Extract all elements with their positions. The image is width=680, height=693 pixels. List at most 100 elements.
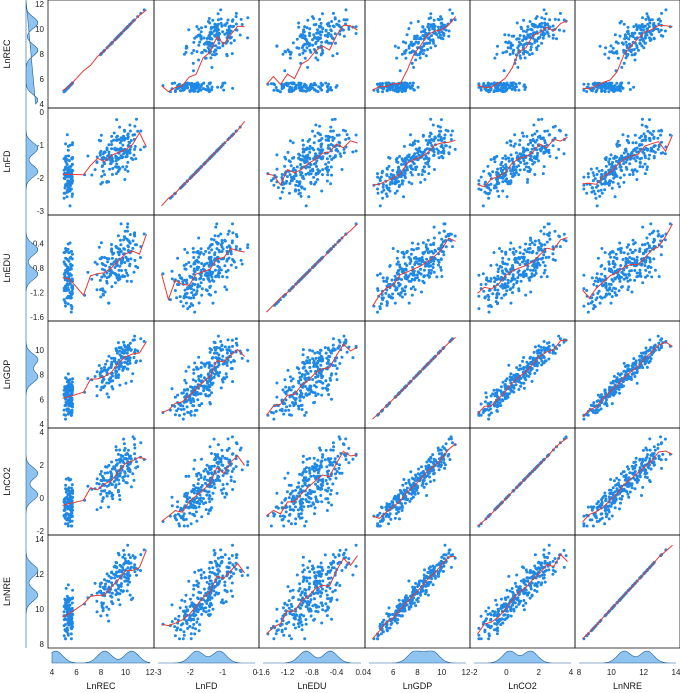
fit-line-LnEDU-vs-LnFD: [161, 247, 245, 302]
point-LnEDU-vs-LnFD: [194, 292, 198, 296]
cell-LnEDU-vs-LnFD: [153, 214, 260, 322]
point-LnEDU-vs-LnGDP: [403, 285, 407, 289]
point-LnFD-vs-LnEDU: [284, 181, 288, 185]
point-LnFD-vs-LnREC: [63, 191, 67, 195]
point-LnEDU-vs-LnFD: [176, 283, 179, 286]
point-LnFD-vs-LnCO2: [489, 188, 492, 192]
point-LnEDU-vs-LnCO2: [504, 292, 508, 296]
point-LnEDU-vs-LnNRE: [630, 257, 634, 261]
point-LnEDU-vs-LnFD: [183, 288, 187, 292]
point-LnEDU-vs-LnNRE: [598, 301, 602, 305]
point-LnREC-vs-LnGDP: [409, 42, 413, 46]
point-LnEDU-vs-LnFD: [215, 222, 219, 226]
point-LnFD-vs-LnEDU: [328, 154, 332, 158]
point-LnGDP-vs-LnFD: [212, 375, 216, 379]
point-LnREC-vs-LnGDP: [404, 48, 408, 52]
point-LnFD-vs-LnREC: [122, 152, 126, 156]
point-LnREC-vs-LnCO2: [555, 37, 558, 41]
point-LnREC-vs-LnFD: [194, 85, 198, 89]
point-LnEDU-vs-LnCO2: [495, 278, 499, 281]
point-LnFD-vs-LnNRE: [638, 165, 642, 169]
point-LnEDU-vs-LnREC: [115, 246, 119, 250]
point-LnEDU-vs-LnFD: [208, 257, 212, 261]
point-LnEDU-vs-LnFD: [187, 261, 191, 264]
point-LnREC-vs-LnCO2: [558, 28, 561, 32]
cell-LnREC-vs-LnNRE: [574, 0, 680, 109]
point-LnREC-vs-LnNRE: [615, 88, 619, 92]
point-LnGDP-vs-LnFD: [230, 338, 234, 342]
point-LnEDU-vs-LnFD: [219, 232, 223, 236]
point-LnFD-vs-LnGDP: [442, 136, 446, 140]
point-LnFD-vs-LnEDU: [316, 168, 320, 172]
point-LnEDU-vs-LnCO2: [518, 263, 522, 266]
point-LnFD-vs-LnREC: [139, 129, 143, 133]
point-LnEDU-vs-LnFD: [210, 248, 214, 252]
point-LnGDP-vs-LnEDU: [320, 393, 324, 397]
point-LnEDU-vs-LnCO2: [522, 270, 526, 274]
point-LnEDU-vs-LnNRE: [611, 259, 615, 263]
point-LnEDU-vs-LnGDP: [407, 301, 411, 305]
point-LnGDP-vs-LnEDU: [344, 338, 348, 342]
point-LnGDP-vs-LnFD: [199, 392, 203, 396]
point-LnREC-vs-LnFD: [190, 51, 194, 55]
point-LnREC-vs-LnNRE: [619, 82, 623, 86]
point-LnFD-vs-LnEDU: [327, 160, 331, 164]
point-LnFD-vs-LnREC: [126, 169, 130, 173]
point-LnREC-vs-LnCO2: [486, 83, 490, 87]
point-LnEDU-vs-LnFD: [240, 262, 244, 266]
point-LnREC-vs-LnCO2: [511, 49, 515, 53]
point-LnFD-vs-LnEDU: [301, 154, 305, 158]
point-LnEDU-vs-LnCO2: [501, 286, 505, 290]
point-LnFD-vs-LnGDP: [385, 194, 389, 198]
point-LnREC-vs-LnCO2: [543, 17, 547, 21]
point-LnFD-vs-LnEDU: [308, 150, 312, 154]
point-LnREC-vs-LnGDP: [414, 40, 418, 44]
point-LnREC-vs-LnFD: [196, 34, 200, 37]
point-LnEDU-vs-LnNRE: [615, 293, 619, 297]
point-LnEDU-vs-LnNRE: [652, 257, 656, 261]
point-LnGDP-vs-LnREC: [63, 404, 67, 408]
point-LnGDP-vs-LnEDU: [285, 389, 289, 393]
point-LnEDU-vs-LnFD: [234, 266, 238, 269]
point-LnFD-vs-LnREC: [135, 117, 138, 121]
point-LnEDU-vs-LnGDP: [453, 234, 457, 238]
point-LnEDU-vs-LnCO2: [516, 276, 520, 280]
point-LnREC-vs-LnNRE: [633, 58, 637, 62]
point-LnREC-vs-LnFD: [187, 28, 191, 32]
point-LnREC-vs-LnNRE: [635, 28, 639, 32]
point-LnEDU-vs-LnGDP: [414, 260, 418, 264]
point-LnFD-vs-LnNRE: [663, 152, 667, 156]
point-LnFD-vs-LnEDU: [331, 135, 334, 139]
cell-LnEDU-vs-LnGDP: [364, 214, 471, 322]
point-LnFD-vs-LnNRE: [661, 151, 665, 155]
point-LnREC-vs-LnFD: [173, 81, 177, 85]
point-LnFD-vs-LnNRE: [641, 150, 645, 154]
point-LnFD-vs-LnNRE: [586, 175, 590, 179]
point-LnREC-vs-LnCO2: [533, 23, 537, 27]
point-LnEDU-vs-LnCO2: [541, 260, 545, 264]
point-LnREC-vs-LnCO2: [553, 17, 557, 21]
point-LnFD-vs-LnREC: [99, 133, 103, 137]
point-LnFD-vs-LnEDU: [309, 169, 312, 173]
point-LnEDU-vs-LnCO2: [489, 264, 493, 267]
point-LnEDU-vs-LnCO2: [526, 247, 530, 251]
point-LnEDU-vs-LnCO2: [533, 273, 536, 277]
point-LnFD-vs-LnCO2: [477, 179, 481, 183]
point-LnFD-vs-LnGDP: [381, 196, 385, 200]
point-LnFD-vs-LnNRE: [591, 179, 595, 183]
point-LnGDP-vs-LnEDU: [288, 375, 292, 379]
point-LnFD-vs-LnGDP: [395, 189, 399, 193]
point-LnEDU-vs-LnFD: [221, 275, 225, 279]
point-LnREC-vs-LnFD: [216, 12, 220, 16]
point-LnFD-vs-LnREC: [90, 173, 94, 177]
point-LnEDU-vs-LnREC: [126, 222, 130, 226]
point-LnEDU-vs-LnGDP: [398, 263, 402, 267]
point-LnEDU-vs-LnNRE: [632, 242, 636, 246]
point-LnEDU-vs-LnREC: [64, 256, 68, 260]
point-LnEDU-vs-LnFD: [225, 288, 229, 292]
point-LnGDP-vs-LnFD: [194, 393, 198, 397]
point-LnGDP-vs-LnREC: [116, 341, 120, 345]
point-LnEDU-vs-LnGDP: [403, 292, 407, 296]
point-LnREC-vs-LnNRE: [604, 46, 608, 50]
point-LnFD-vs-LnREC: [67, 159, 71, 163]
